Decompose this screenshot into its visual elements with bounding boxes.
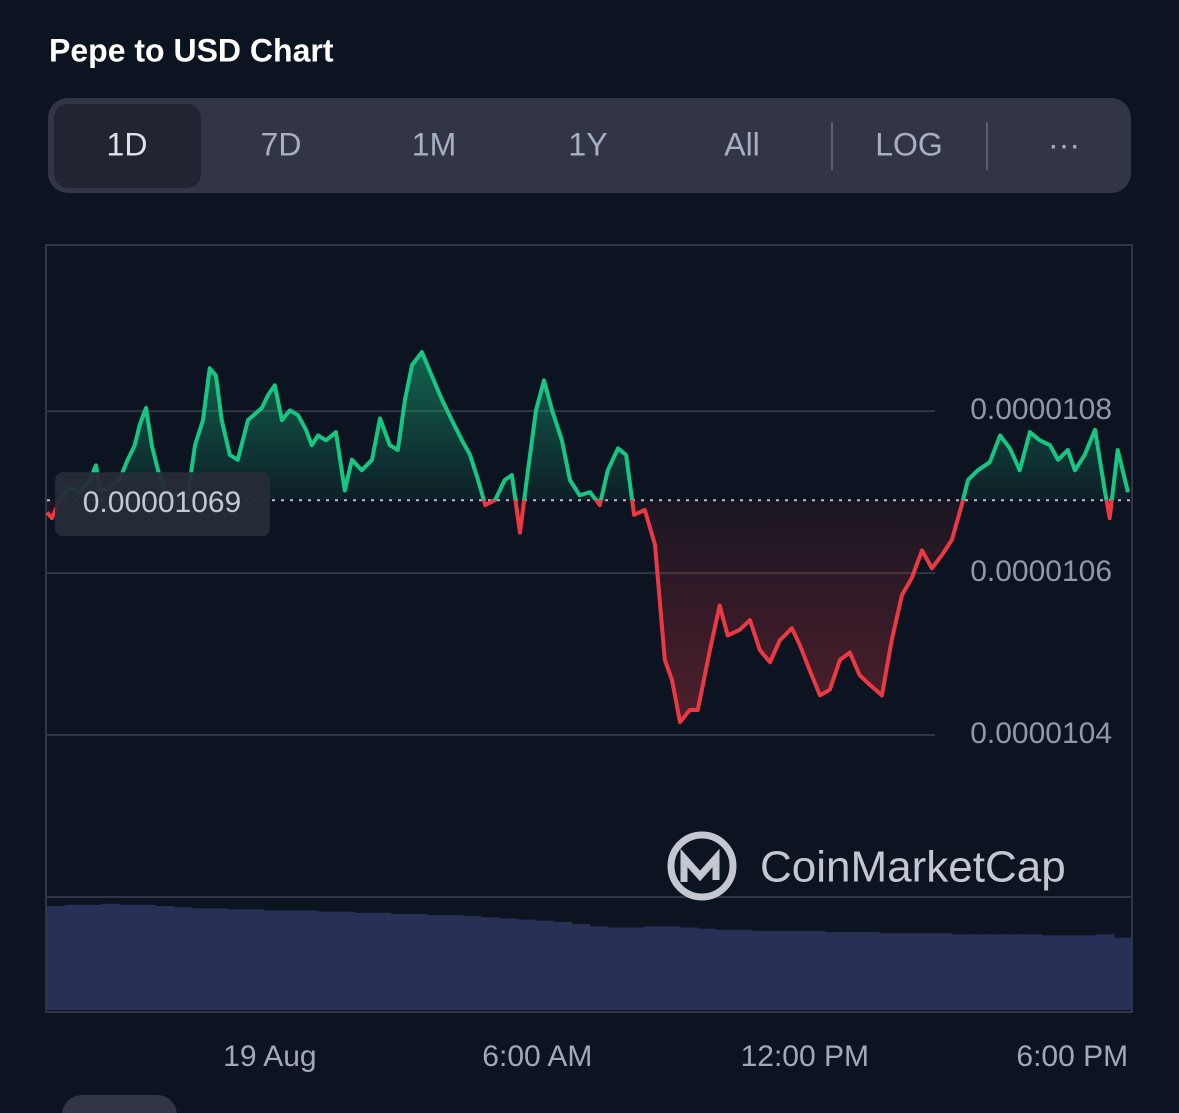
volume-bar (806, 930, 826, 1010)
volume-bar (372, 912, 392, 1010)
volume-bar (788, 930, 807, 1010)
x-tick-label: 6:00 AM (482, 1040, 592, 1073)
reference-label: 0.00001069 (83, 486, 242, 519)
active-tab (54, 104, 201, 188)
volume-bar (1077, 935, 1097, 1010)
volume-bar (679, 927, 699, 1010)
volume-bar (354, 912, 373, 1010)
volume-bar (770, 930, 789, 1010)
volume-bar (282, 910, 301, 1010)
volume-bar (1113, 937, 1133, 1010)
volume-bar (535, 920, 554, 1010)
volume-bar (625, 927, 645, 1010)
volume-bar (987, 934, 1006, 1010)
volume-bar (65, 904, 84, 1010)
volume-bar (227, 909, 247, 1010)
volume-bar (408, 913, 428, 1010)
y-tick-label: 0.0000108 (970, 393, 1112, 426)
volume-bar (860, 932, 880, 1010)
volume-bar (390, 913, 410, 1010)
y-tick-label: 0.0000104 (970, 717, 1112, 750)
volume-bar (607, 927, 627, 1010)
watermark-logo (667, 831, 737, 901)
volume-bar (191, 908, 211, 1010)
volume-bar (517, 919, 536, 1010)
range-button[interactable]: 1M (412, 126, 456, 162)
volume-bar (426, 915, 446, 1010)
watermark: CoinMarketCap (760, 843, 1066, 892)
volume-bar (101, 903, 120, 1010)
volume-bar (951, 934, 970, 1010)
x-tick-label: 19 Aug (223, 1040, 316, 1073)
y-tick-label: 0.0000106 (970, 555, 1112, 588)
page-title: Pepe to USD Chart (49, 32, 334, 68)
x-tick-label: 6:00 PM (1016, 1040, 1128, 1073)
volume-bar (119, 904, 138, 1010)
volume-bar (643, 926, 663, 1010)
range-button[interactable]: ··· (1048, 126, 1080, 162)
volume-bar (137, 904, 156, 1010)
price-line (45, 350, 1130, 725)
range-button[interactable]: 1D (107, 126, 148, 162)
plot-frame (45, 244, 1133, 1013)
range-button[interactable]: All (724, 126, 760, 162)
volume-bar (752, 930, 771, 1010)
volume-bar (336, 911, 355, 1010)
range-button[interactable]: 7D (261, 126, 302, 162)
volume-bar (209, 908, 229, 1010)
volume-bar (734, 929, 753, 1010)
volume-bar (300, 910, 319, 1010)
volume-bar (1059, 935, 1079, 1010)
volume-bar (824, 932, 844, 1010)
volume-bar (933, 933, 952, 1010)
volume-bar (661, 926, 681, 1010)
reference-label-box (55, 472, 270, 537)
bottom-pill (62, 1095, 177, 1113)
volume-bar (1041, 935, 1061, 1010)
range-toolbar (48, 98, 1131, 193)
volume-bar (1095, 934, 1115, 1010)
volume-bar (589, 926, 609, 1010)
range-button[interactable]: 1Y (568, 126, 607, 162)
volume-bar (716, 929, 735, 1010)
volume-bar (155, 906, 175, 1010)
price-area (47, 352, 1128, 723)
volume-bar (264, 910, 283, 1010)
volume-bar (462, 916, 482, 1010)
volume-bar (245, 909, 265, 1010)
volume-bar (896, 933, 916, 1010)
volume-bar (318, 911, 337, 1010)
volume-bar (553, 921, 572, 1010)
volume-bar (878, 933, 898, 1010)
volume-bar (1023, 934, 1043, 1010)
volume-bar (969, 934, 988, 1010)
volume-bar (47, 906, 66, 1010)
volume-bar (842, 932, 862, 1010)
volume-bar (499, 918, 518, 1010)
x-tick-label: 12:00 PM (741, 1040, 869, 1073)
volume-bar (698, 928, 717, 1010)
volume-bar (481, 917, 500, 1010)
volume-bar (1005, 934, 1024, 1010)
volume-bar (915, 933, 934, 1010)
volume-bar (444, 915, 464, 1010)
volume-bar (173, 907, 193, 1010)
volume-bar (571, 924, 590, 1010)
volume-bar (83, 904, 102, 1010)
range-button[interactable]: LOG (875, 126, 943, 162)
